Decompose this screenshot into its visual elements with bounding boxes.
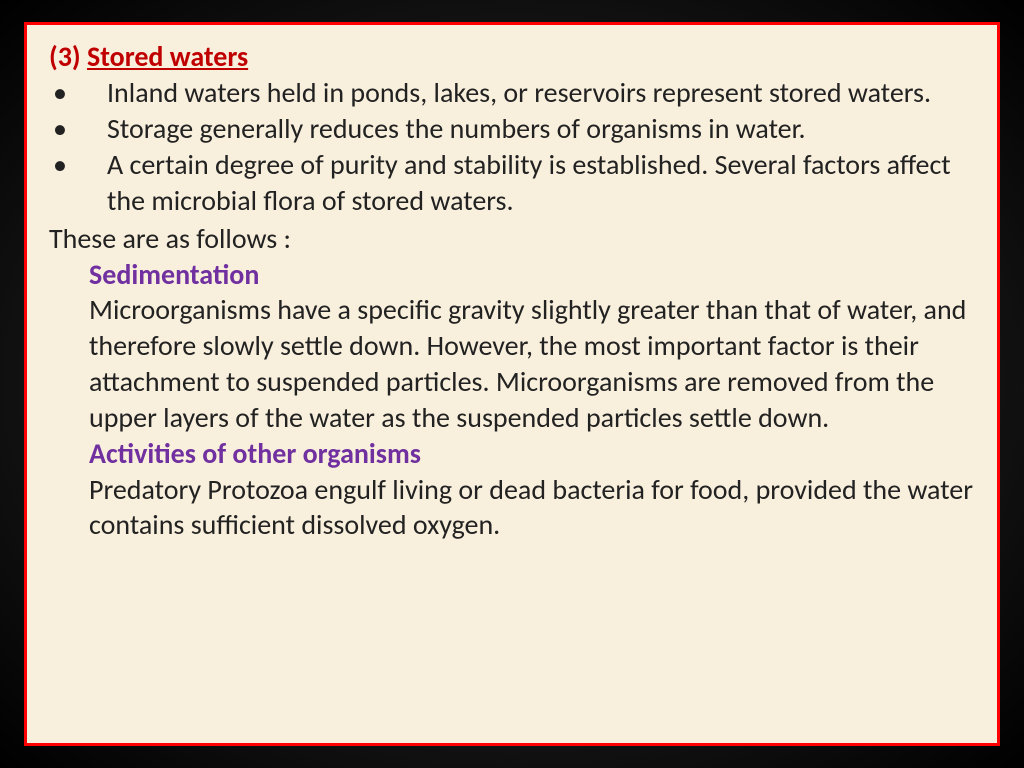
bullet-item: • Inland waters held in ponds, lakes, or… (49, 75, 975, 111)
bullet-text: Inland waters held in ponds, lakes, or r… (107, 75, 975, 111)
bullet-text: Storage generally reduces the numbers of… (107, 111, 975, 147)
subsection: Activities of other organisms Predatory … (89, 436, 975, 543)
slide-panel: (3) Stored waters • Inland waters held i… (24, 22, 1000, 746)
bullet-text: A certain degree of purity and stability… (107, 147, 975, 219)
bullet-item: • Storage generally reduces the numbers … (49, 111, 975, 147)
subsection-body: Predatory Protozoa engulf living or dead… (89, 472, 975, 544)
slide-title: (3) Stored waters (49, 39, 975, 75)
bullet-marker: • (49, 111, 107, 147)
bullet-item: • A certain degree of purity and stabili… (49, 147, 975, 219)
bullet-marker: • (49, 147, 107, 219)
subsection-body: Microorganisms have a specific gravity s… (89, 292, 975, 435)
subsection: Sedimentation Microorganisms have a spec… (89, 257, 975, 436)
subsection-heading: Sedimentation (89, 257, 975, 293)
subsection-heading: Activities of other organisms (89, 436, 975, 472)
title-number: (3) (49, 39, 87, 74)
follows-text: These are as follows : (49, 221, 975, 257)
bullet-marker: • (49, 75, 107, 111)
title-text: Stored waters (87, 39, 248, 74)
